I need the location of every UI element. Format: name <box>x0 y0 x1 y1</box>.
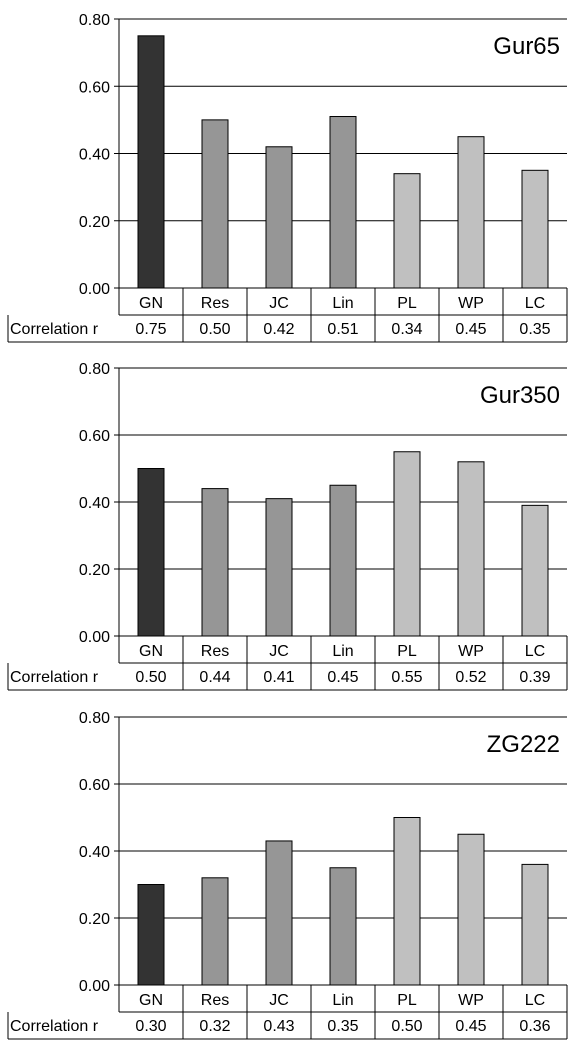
y-tick-label: 0.40 <box>79 147 110 164</box>
x-category-label: PL <box>397 992 417 1009</box>
table-row-label: Correlation r <box>10 321 99 338</box>
x-category-label: WP <box>458 992 484 1009</box>
x-category-label: PL <box>397 295 417 312</box>
bar-lin <box>329 867 357 986</box>
table-value: 0.45 <box>455 321 486 338</box>
y-tick-label: 0.60 <box>79 79 110 96</box>
table-value: 0.75 <box>135 321 166 338</box>
chart-panel-1: 0.00 0.20 0.40 0.60 0.80 GN Res JC Lin PL WP LC Corr… <box>7 12 568 343</box>
table-row-label: Correlation r <box>10 669 99 686</box>
x-category-label: LC <box>525 295 545 312</box>
x-category-label: Res <box>201 295 229 312</box>
x-category-label: WP <box>458 295 484 312</box>
table-value: 0.45 <box>455 1018 486 1035</box>
bar-gn <box>137 884 165 986</box>
bar-lc <box>521 169 549 289</box>
y-tick-label: 0.80 <box>79 361 110 378</box>
bar-jc <box>265 498 293 637</box>
x-category-label: Res <box>201 992 229 1009</box>
table-value: 0.35 <box>519 321 550 338</box>
bar-gn <box>137 468 165 637</box>
bar-jc <box>265 146 293 289</box>
x-category-label: Lin <box>332 295 353 312</box>
x-category-label: WP <box>458 643 484 660</box>
table-value: 0.50 <box>199 321 230 338</box>
x-category-label: Res <box>201 643 229 660</box>
x-category-label: JC <box>269 295 289 312</box>
y-tick-label: 0.80 <box>79 12 110 29</box>
x-category-label: GN <box>139 295 163 312</box>
table-value: 0.41 <box>263 669 294 686</box>
table-value: 0.42 <box>263 321 294 338</box>
x-category-label: Lin <box>332 643 353 660</box>
bar-jc <box>265 840 293 986</box>
y-tick-label: 0.40 <box>79 844 110 861</box>
table-row-label: Correlation r <box>10 1018 99 1035</box>
y-tick-label: 0.20 <box>79 911 110 928</box>
bar-lin <box>329 484 357 637</box>
y-tick-label: 0.00 <box>79 281 110 298</box>
bar-lc <box>521 504 549 637</box>
x-category-label: GN <box>139 992 163 1009</box>
bar-wp <box>457 833 485 986</box>
chart-title: Gur350 <box>480 382 560 409</box>
table-value: 0.45 <box>327 669 358 686</box>
table-value: 0.39 <box>519 669 550 686</box>
bar-wp <box>457 136 485 289</box>
y-tick-label: 0.40 <box>79 495 110 512</box>
bar-res <box>201 488 229 637</box>
table-value: 0.43 <box>263 1018 294 1035</box>
chart-panel-3: 0.00 0.20 0.40 0.60 0.80 GN Res JC Lin PL WP LC Corr… <box>7 710 568 1040</box>
table-value: 0.32 <box>199 1018 230 1035</box>
x-category-label: Lin <box>332 992 353 1009</box>
table-value: 0.44 <box>199 669 230 686</box>
table-value: 0.52 <box>455 669 486 686</box>
x-category-label: PL <box>397 643 417 660</box>
bar-pl <box>393 173 421 289</box>
x-category-label: JC <box>269 643 289 660</box>
bar-res <box>201 877 229 986</box>
y-tick-label: 0.80 <box>79 710 110 727</box>
y-tick-label: 0.00 <box>79 978 110 995</box>
x-category-label: GN <box>139 643 163 660</box>
table-value: 0.50 <box>391 1018 422 1035</box>
chart-title: Gur65 <box>493 33 560 60</box>
bar-lc <box>521 863 549 986</box>
table-value: 0.50 <box>135 669 166 686</box>
table-value: 0.55 <box>391 669 422 686</box>
table-value: 0.36 <box>519 1018 550 1035</box>
table-value: 0.51 <box>327 321 358 338</box>
x-category-label: LC <box>525 992 545 1009</box>
y-tick-label: 0.20 <box>79 562 110 579</box>
y-tick-label: 0.20 <box>79 214 110 231</box>
bar-res <box>201 119 229 289</box>
chart-panel-2: 0.00 0.20 0.40 0.60 0.80 GN Res JC Lin PL WP LC Corr… <box>7 361 568 691</box>
table-value: 0.30 <box>135 1018 166 1035</box>
bar-pl <box>393 451 421 637</box>
chart-title: ZG222 <box>487 731 560 758</box>
bar-wp <box>457 461 485 637</box>
table-value: 0.34 <box>391 321 422 338</box>
bar-pl <box>393 817 421 986</box>
y-tick-label: 0.00 <box>79 629 110 646</box>
x-category-label: LC <box>525 643 545 660</box>
x-category-label: JC <box>269 992 289 1009</box>
y-tick-label: 0.60 <box>79 777 110 794</box>
bar-lin <box>329 116 357 289</box>
y-tick-label: 0.60 <box>79 428 110 445</box>
bar-gn <box>137 35 165 289</box>
table-value: 0.35 <box>327 1018 358 1035</box>
